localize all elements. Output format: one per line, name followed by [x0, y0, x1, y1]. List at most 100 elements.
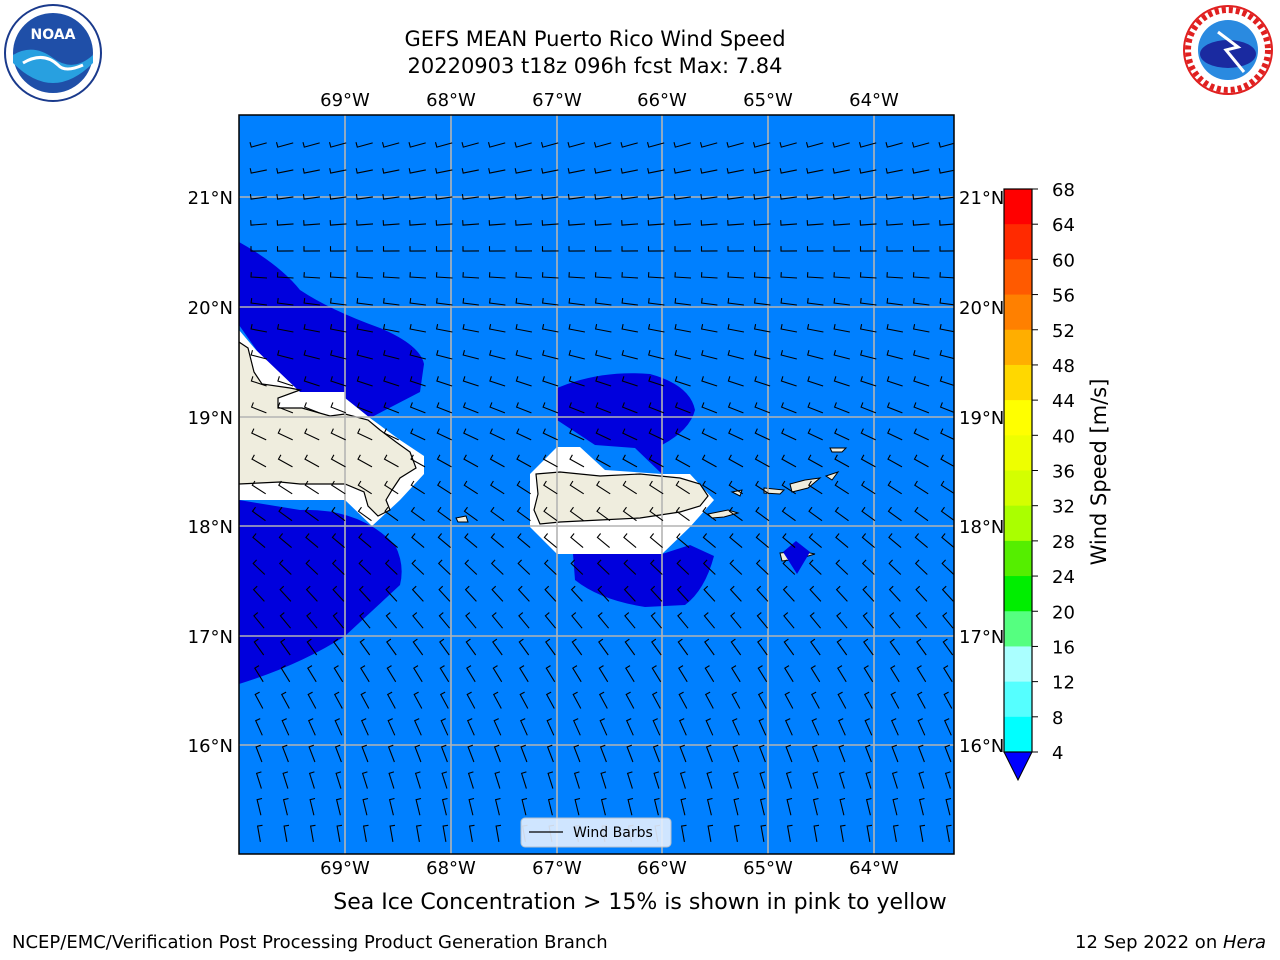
wind-barb: [701, 376, 718, 387]
wind-barb: [780, 298, 797, 306]
wind-barb: [461, 194, 479, 200]
wind-barb: [731, 718, 740, 736]
wind-barb: [806, 194, 824, 200]
calm-region-north-hispaniola: [239, 242, 424, 418]
wind-barb: [915, 612, 928, 629]
wind-barb: [625, 718, 634, 736]
wind-barb: [886, 350, 903, 360]
wind-barb: [756, 612, 769, 629]
wind-barb: [674, 350, 691, 360]
wind-barb: [384, 533, 398, 549]
wind-barb: [945, 797, 952, 816]
wind-barb: [594, 168, 612, 174]
wind-barb: [356, 220, 374, 226]
wind-barb: [436, 402, 453, 414]
wind-barb: [356, 376, 373, 387]
wind-barb: [887, 480, 902, 495]
wind-barb: [699, 142, 718, 148]
wind-barb: [674, 272, 692, 279]
wind-barb: [251, 506, 266, 522]
wind-barb: [701, 428, 717, 441]
wind-barb: [835, 533, 849, 549]
wind-barb: [360, 691, 370, 709]
wind-barb: [835, 559, 849, 575]
wind-barb: [356, 350, 373, 360]
wind-barb: [381, 142, 400, 148]
wind-barb: [892, 824, 899, 842]
wind-barb: [435, 272, 453, 279]
wind-barb: [859, 272, 877, 279]
wind-barb: [832, 142, 850, 148]
wind-barb: [860, 428, 876, 441]
wind-barb: [917, 718, 926, 736]
wind-barb: [489, 454, 505, 468]
wind-barb: [755, 506, 770, 522]
wind-barb: [651, 665, 662, 683]
wind-barb: [413, 718, 422, 736]
wind-barb: [435, 298, 453, 306]
wind-barb: [753, 272, 771, 279]
wind-barb: [410, 454, 426, 468]
wind-barb: [594, 298, 612, 306]
wind-barb: [465, 638, 477, 656]
wind-barb: [382, 168, 400, 174]
wind-barb: [729, 585, 742, 602]
map-subtitle: 20220903 t18z 096h fcst Max: 7.84: [407, 54, 783, 78]
wind-barb: [493, 718, 502, 736]
wind-barb: [779, 194, 797, 200]
colorbar-tick-label: 44: [1052, 391, 1075, 412]
wind-barb: [886, 402, 903, 414]
wind-barb: [359, 612, 371, 629]
wind-barb: [675, 428, 691, 441]
wind-barb: [649, 559, 663, 575]
wind-barb: [917, 744, 925, 763]
wind-barb: [809, 585, 822, 602]
wind-barb: [336, 824, 343, 842]
wind-barb: [307, 718, 316, 736]
wind-barb: [517, 585, 530, 602]
wind-barb: [918, 797, 925, 816]
wind-barb: [542, 428, 558, 441]
wind-barb: [702, 480, 717, 495]
wind-barb: [335, 771, 342, 789]
wind-barb: [812, 797, 819, 816]
wind-barb: [704, 665, 715, 683]
wind-barb: [885, 168, 903, 174]
wind-barb: [356, 402, 373, 414]
wind-barb: [863, 638, 874, 656]
wind-barb: [304, 428, 320, 441]
wind-barb: [754, 428, 770, 441]
wind-barb: [599, 744, 607, 763]
wind-barb: [891, 744, 899, 763]
wind-barb: [541, 168, 559, 174]
wind-barb: [387, 744, 395, 763]
wind-barb: [440, 744, 448, 763]
lon-label: 68°W: [426, 858, 476, 879]
wind-barb: [415, 824, 422, 842]
wind-barb: [410, 428, 426, 441]
wind-barb: [595, 376, 612, 387]
wind-barb: [680, 824, 687, 842]
lat-label: 18°N: [959, 517, 1004, 538]
wind-barb: [572, 665, 582, 683]
wind-barb: [809, 612, 822, 629]
wind-barb: [835, 585, 848, 602]
colorbar: 68 64 60 56 52 48 44 40 36 32 28 24 20 16 12 8 4 Wind Sp…: [1003, 180, 1111, 782]
puerto-rico-land: [533, 471, 709, 525]
wind-barb: [647, 168, 665, 174]
wind-barb: [863, 691, 873, 709]
wind-barb: [647, 220, 665, 226]
colorbar-segment: [1004, 646, 1032, 683]
wind-barb: [250, 402, 267, 414]
noaa-logo: NOAA: [4, 4, 102, 102]
wind-barb: [329, 272, 347, 279]
wind-barb: [914, 480, 929, 495]
wind-barb: [331, 480, 346, 495]
wind-barb: [540, 142, 559, 148]
wind-barb: [489, 350, 506, 360]
wind-barb: [544, 612, 557, 629]
wind-barb: [383, 350, 400, 360]
colorbar-tick-label: 48: [1052, 356, 1075, 377]
wind-barb: [727, 220, 745, 226]
wind-barb: [572, 718, 581, 736]
